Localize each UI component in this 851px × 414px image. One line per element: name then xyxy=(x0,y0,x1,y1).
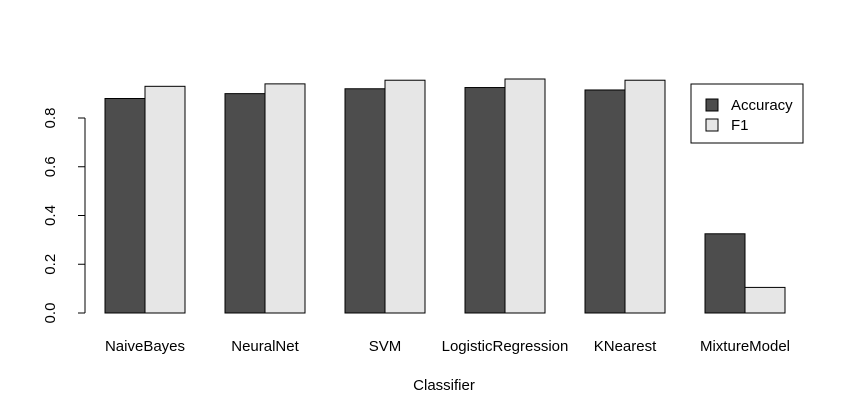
bar-accuracy-svm xyxy=(344,88,386,314)
y-tick-label: 0.6 xyxy=(42,156,59,177)
y-tick-label: 0.4 xyxy=(42,205,59,226)
bar-accuracy-logisticregression xyxy=(464,87,506,314)
legend-swatch-accuracy xyxy=(705,98,719,112)
legend: Accuracy F1 xyxy=(690,83,804,144)
bar-accuracy-knearest xyxy=(584,89,626,314)
category-label-naivebayes: NaiveBayes xyxy=(105,338,185,355)
category-label-mixturemodel: MixtureModel xyxy=(700,338,790,355)
bar-f1-mixturemodel xyxy=(744,286,786,314)
bar-f1-knearest xyxy=(624,79,666,314)
x-category-labels: NaiveBayes NeuralNet SVM LogisticRegression… xyxy=(105,338,790,355)
category-label-neuralnet: NeuralNet xyxy=(231,338,299,355)
y-axis: 0.0 0.2 0.4 0.6 0.8 xyxy=(42,108,86,324)
bar-f1-logisticregression xyxy=(504,78,546,314)
x-axis-title: Classifier xyxy=(413,377,475,394)
bar-accuracy-naivebayes xyxy=(104,98,146,314)
category-label-knearest: KNearest xyxy=(594,338,657,355)
y-tick-label: 0.2 xyxy=(42,254,59,275)
bar-f1-naivebayes xyxy=(144,85,186,314)
bar-f1-neuralnet xyxy=(264,83,306,314)
category-label-svm: SVM xyxy=(369,338,402,355)
legend-swatch-f1 xyxy=(705,118,719,132)
bar-accuracy-mixturemodel xyxy=(704,233,746,314)
legend-box xyxy=(690,83,804,144)
y-tick-label: 0.8 xyxy=(42,108,59,129)
category-label-logisticregression: LogisticRegression xyxy=(442,338,569,355)
y-tick-label: 0.0 xyxy=(42,303,59,324)
legend-label-accuracy: Accuracy xyxy=(731,97,793,114)
bar-accuracy-neuralnet xyxy=(224,93,266,314)
bar-f1-svm xyxy=(384,79,426,314)
legend-label-f1: F1 xyxy=(731,117,749,134)
bars-group xyxy=(104,78,786,314)
